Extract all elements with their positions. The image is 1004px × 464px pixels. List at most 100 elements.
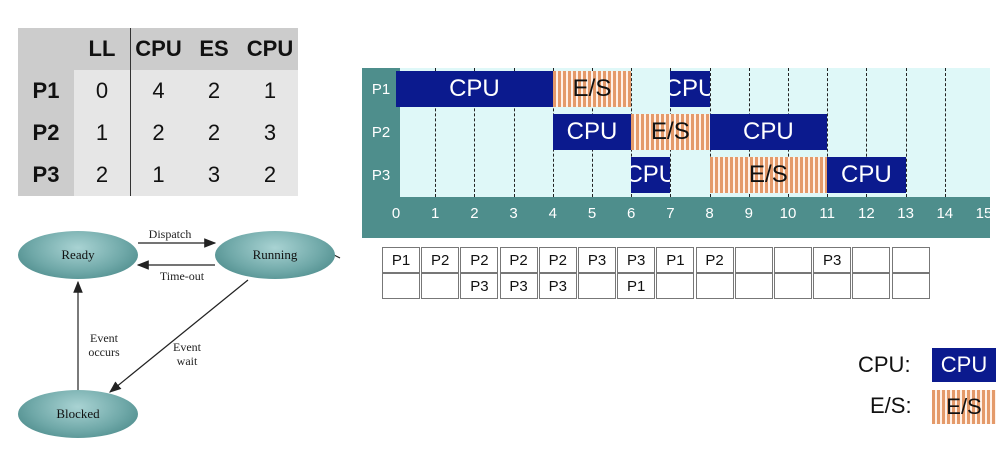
event-wait-label: Event wait — [173, 340, 201, 368]
table-cell: 2 — [186, 70, 242, 112]
ready-queue-cell — [852, 247, 891, 273]
cpu-burst-block: CPU — [827, 157, 906, 193]
gantt-gridline — [474, 68, 476, 197]
axis-tick-label: 7 — [666, 205, 675, 222]
event-wait-arrow — [109, 279, 249, 393]
state-running: Running — [215, 231, 335, 279]
axis-tick-label: 3 — [509, 205, 518, 222]
cpu-burst-block: CPU — [396, 71, 553, 107]
ready-queue-cell — [421, 273, 460, 299]
table-cell: 1 — [242, 70, 298, 112]
cpu-burst-block: CPU — [670, 71, 710, 107]
cpu-burst-block: CPU — [709, 114, 828, 150]
gantt-row-label-p2: P2 — [362, 111, 400, 155]
table-cell: 3 — [242, 112, 298, 154]
table-cell: 1 — [74, 112, 130, 154]
gantt-time-axis — [362, 197, 990, 238]
running-outgoing-arrow — [333, 254, 341, 259]
process-table: LL CPU ES CPU P1 0 4 2 1 P2 1 2 2 3 P3 2 1 3 2 — [18, 28, 298, 196]
gantt-gridline — [866, 68, 868, 197]
timeout-label: Time-out — [159, 269, 205, 283]
axis-tick-label: 4 — [548, 205, 557, 222]
axis-tick-label: 11 — [819, 205, 835, 222]
axis-tick-label: 14 — [936, 205, 954, 222]
gantt-gridline — [944, 68, 946, 197]
table-cell: 2 — [186, 112, 242, 154]
ready-queue-cell: P2 — [499, 247, 538, 273]
es-burst-block: E/S — [631, 114, 710, 150]
gantt-row-label-p3: P3 — [362, 154, 400, 198]
gantt-gridline — [905, 68, 907, 197]
table-header-cell: CPU — [242, 28, 298, 70]
ready-queue-cell — [774, 273, 812, 299]
axis-tick-label: 0 — [391, 205, 401, 222]
gantt-row-label-p1: P1 — [362, 68, 400, 112]
ready-queue-cell: P3 — [617, 247, 656, 273]
ready-queue-cell — [891, 247, 930, 273]
table-cell: 0 — [74, 70, 130, 112]
axis-tick-label: 5 — [587, 205, 597, 222]
state-blocked: Blocked — [18, 390, 138, 438]
table-cell: 2 — [242, 154, 298, 196]
table-cell: 2 — [74, 154, 130, 196]
axis-tick-label: 13 — [897, 205, 914, 222]
ready-queue-cell — [852, 273, 891, 299]
axis-tick-label: 8 — [705, 205, 714, 222]
ready-queue-cell — [382, 273, 420, 299]
gantt-gridline — [513, 68, 515, 197]
axis-tick-label: 6 — [627, 205, 636, 222]
ready-queue-cell: P3 — [813, 247, 852, 273]
axis-tick-label: 1 — [431, 205, 440, 222]
ready-queue-cell — [813, 273, 852, 299]
cpu-burst-block: CPU — [552, 114, 632, 150]
ready-queue-cell: P3 — [460, 273, 499, 299]
ready-queue-cell: P1 — [382, 247, 420, 273]
table-row-header: P2 — [18, 112, 74, 154]
legend-es-label: E/S: — [870, 393, 912, 418]
gantt-chart: P1 P2 P3 CPU E/S CPU CPU E/S CPU CPU E/S CPU 0 1 2 3… — [362, 68, 992, 238]
ready-queue-cell — [695, 273, 734, 299]
axis-tick-label: 15 — [975, 205, 993, 222]
es-burst-block: E/S — [709, 157, 828, 193]
table-row-header: P3 — [18, 154, 74, 196]
table-cell: 1 — [130, 154, 186, 196]
state-arrows — [73, 238, 341, 395]
table-header-cell: CPU — [130, 28, 186, 70]
ready-queue-cell: P2 — [695, 247, 734, 273]
ready-queue-cell: P3 — [538, 273, 577, 299]
es-burst-block: E/S — [552, 71, 632, 107]
gantt-gridline — [435, 68, 437, 197]
table-row-header: P1 — [18, 70, 74, 112]
ready-queue-cell — [774, 247, 812, 273]
axis-tick-label: 2 — [470, 205, 479, 222]
ready-queue-cell: P2 — [538, 247, 577, 273]
table-header-cell: ES — [186, 28, 242, 70]
ready-queue-cell — [891, 273, 930, 299]
ready-queue-cell: P2 — [421, 247, 460, 273]
axis-tick-label: 9 — [744, 205, 753, 222]
ready-queue-cell: P1 — [617, 273, 656, 299]
ready-queue-cell — [578, 273, 616, 299]
event-occurs-label: Event occurs — [88, 331, 120, 359]
axis-tick-label: 10 — [779, 205, 797, 222]
table-cell: 2 — [130, 112, 186, 154]
ready-queue-cell: P3 — [578, 247, 616, 273]
axis-tick-label: 12 — [858, 205, 875, 222]
process-state-diagram: Ready Running Blocked Dispatch Time-out … — [12, 210, 342, 450]
legend-es-swatch: E/S — [932, 390, 996, 424]
table-cell: 3 — [186, 154, 242, 196]
dispatch-label: Dispatch — [148, 227, 192, 241]
ready-queue-cell: P1 — [656, 247, 695, 273]
ready-queue-cell — [734, 273, 773, 299]
state-ready: Ready — [18, 231, 138, 279]
ready-queue-cell — [734, 247, 773, 273]
cpu-burst-block: CPU — [631, 157, 671, 193]
legend-cpu-label: CPU: — [858, 352, 911, 377]
table-cell: 4 — [130, 70, 186, 112]
ready-queue-cell: P2 — [460, 247, 499, 273]
table-header-cell — [18, 28, 74, 70]
legend-cpu-swatch: CPU — [932, 348, 996, 382]
ready-queue-cell — [656, 273, 695, 299]
ready-queue-cell: P3 — [499, 273, 538, 299]
gantt-gridline — [827, 68, 829, 197]
